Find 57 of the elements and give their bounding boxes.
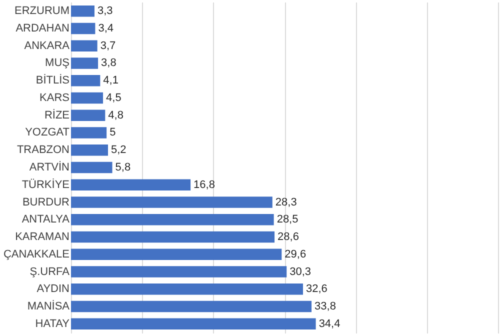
bar [71, 214, 274, 226]
y-tick-label: TÜRKİYE [22, 178, 70, 191]
y-tick-label: Ş.URFA [30, 266, 70, 278]
data-label: 34,4 [318, 318, 340, 330]
data-label: 4,1 [103, 74, 118, 87]
y-tick-label: AYDIN [36, 283, 70, 296]
data-label: 5,8 [115, 162, 131, 174]
bar [71, 162, 112, 174]
y-tick-label: BİTLİS [36, 74, 70, 87]
y-tick-label: KARS [40, 92, 70, 104]
data-label: 16,8 [194, 178, 215, 191]
data-label: 4,5 [106, 92, 122, 104]
data-label: 33,8 [314, 300, 336, 313]
bar [71, 266, 287, 278]
y-tick-label: ANKARA [24, 40, 70, 52]
bar [71, 22, 96, 34]
data-label: 28,3 [275, 196, 297, 208]
y-tick-label: ERZURUM [14, 5, 70, 18]
y-tick-label: TRABZON [16, 144, 70, 156]
data-label: 3,4 [98, 22, 114, 34]
y-tick-label: BURDUR [22, 196, 70, 208]
bar [71, 92, 104, 104]
bar [71, 74, 100, 86]
data-label: 3,7 [100, 40, 116, 52]
y-tick-label: MUŞ [45, 57, 70, 70]
bar [71, 196, 272, 208]
data-label: 29,6 [284, 248, 306, 260]
data-label: 28,5 [276, 214, 298, 226]
bar [71, 40, 98, 52]
bar [71, 110, 106, 122]
bar [71, 318, 316, 330]
y-tick-label: ANTALYA [22, 214, 70, 226]
bar [71, 5, 94, 17]
data-label: 3,8 [101, 57, 116, 70]
bar [71, 179, 191, 191]
bar [71, 58, 98, 69]
data-label: 5,2 [111, 144, 126, 156]
y-tick-label: ARDAHAN [16, 22, 70, 34]
bar [71, 144, 108, 156]
y-tick-label: ÇANAKKALE [3, 248, 70, 260]
y-tick-label: YOZGAT [25, 126, 70, 139]
data-label: 4,8 [108, 109, 124, 122]
data-label: 30,3 [290, 266, 312, 278]
bar [71, 231, 275, 243]
y-tick-label: RİZE [44, 108, 70, 122]
bar [71, 248, 282, 260]
y-tick-label: KARAMAN [15, 231, 70, 243]
bar [71, 300, 312, 312]
bar [71, 283, 304, 295]
y-tick-label: MANİSA [27, 300, 70, 313]
y-tick-label: ARTVİN [29, 160, 70, 174]
data-label: 3,3 [97, 5, 113, 18]
y-tick-label: HATAY [35, 318, 70, 330]
data-label: 32,6 [306, 283, 328, 296]
data-label: 5 [110, 126, 116, 139]
bar [71, 127, 107, 138]
data-label: 28,6 [278, 231, 299, 243]
